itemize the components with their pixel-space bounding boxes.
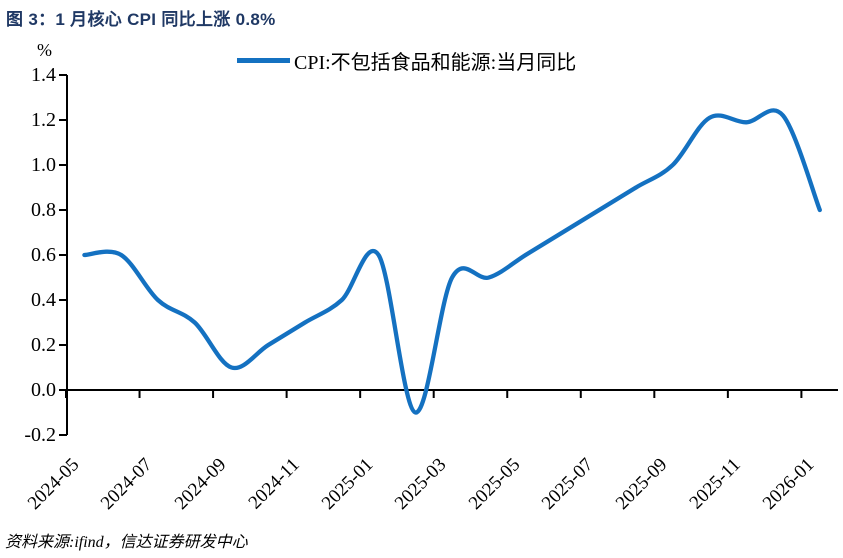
chart-legend: CPI:不包括食品和能源:当月同比 (237, 48, 577, 74)
y-axis-tick-label: 0.4 (31, 289, 56, 311)
y-axis-tick-label: 1.4 (31, 64, 56, 86)
legend-series-label: CPI:不包括食品和能源:当月同比 (294, 51, 577, 74)
y-axis-tick-label: 0.8 (31, 199, 56, 221)
y-axis-tick-label: 1.2 (31, 109, 56, 131)
y-axis-tick-label: 0.0 (31, 379, 56, 401)
y-axis-tick-label: 0.6 (31, 244, 56, 266)
y-axis-unit-label: % (37, 40, 52, 60)
y-axis-tick-label: -0.2 (24, 424, 56, 446)
y-axis-tick-label: 1.0 (31, 154, 56, 176)
figure-title: 图 3：1 月核心 CPI 同比上涨 0.8% (6, 10, 276, 29)
source-note: 资料来源:ifind，信达证券研发中心 (5, 534, 248, 551)
legend-line-swatch (237, 57, 290, 63)
cpi-line-series (82, 108, 822, 415)
y-axis-tick-label: 0.2 (31, 334, 56, 356)
